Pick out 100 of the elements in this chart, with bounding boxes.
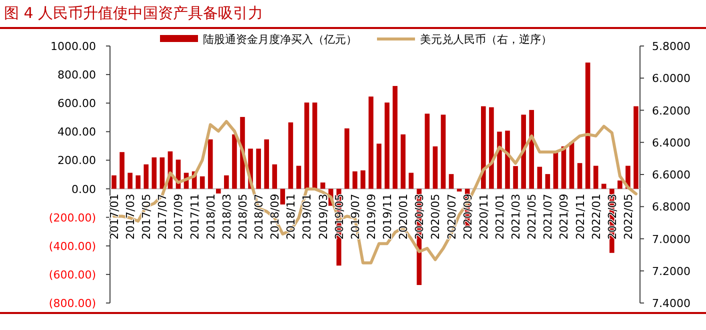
y2-tick-label: 7.0000: [652, 232, 690, 246]
x-tick-label: 2021/05: [526, 194, 539, 240]
chart-title: 图 4 人民币升值使中国资产具备吸引力: [4, 4, 264, 22]
bar: [200, 176, 205, 189]
x-tick-label: 2018/11: [284, 194, 298, 240]
bar: [216, 188, 221, 194]
bar: [224, 175, 229, 189]
y-tick-label: 0.00: [72, 182, 96, 196]
x-tick-label: 2017/05: [140, 194, 154, 240]
x-tick-label: 2020/03: [413, 194, 426, 240]
x-tick-label: 2020/05: [429, 194, 442, 240]
bar: [424, 114, 430, 189]
bar: [136, 175, 141, 189]
x-tick-label: 2020/09: [461, 194, 474, 240]
bar: [208, 139, 213, 189]
bar: [585, 62, 590, 189]
x-tick-label: 2017/03: [124, 194, 138, 240]
bar: [400, 134, 406, 189]
x-tick-label: 2021/03: [510, 194, 523, 240]
bar: [256, 148, 261, 189]
x-tick-label: 2021/01: [493, 194, 506, 240]
bar: [280, 188, 286, 204]
bar: [144, 164, 149, 189]
bar: [408, 172, 414, 189]
bar: [384, 102, 390, 189]
bar: [320, 182, 326, 189]
bar: [521, 114, 526, 189]
y-tick-label: 600.00: [58, 97, 96, 110]
x-tick-label: 2018/03: [220, 194, 234, 240]
bar: [529, 110, 534, 189]
bar: [577, 163, 582, 189]
bar: [232, 134, 237, 189]
bar: [304, 102, 310, 189]
bar: [272, 164, 278, 189]
legend-label: 美元兑人民币（右，逆序）: [420, 33, 552, 46]
bar: [376, 144, 382, 189]
y-tick-label: (200.00): [48, 211, 96, 224]
bar: [312, 102, 318, 189]
x-tick-label: 2017/09: [172, 194, 186, 240]
x-tick-label: 2018/09: [268, 194, 282, 240]
legend-label: 陆股通资金月度净买入（亿元）: [203, 33, 357, 46]
x-tick-label: 2020/01: [397, 194, 410, 240]
y2-tick-label: 6.0000: [652, 72, 690, 86]
bar: [392, 86, 398, 189]
bar: [481, 106, 486, 189]
y2-tick-label: 7.4000: [652, 297, 690, 310]
bar: [352, 171, 358, 189]
bar: [120, 152, 124, 189]
x-tick-label: 2021/11: [574, 194, 587, 240]
x-tick-label: 2019/09: [364, 194, 378, 240]
x-tick-label: 2019/03: [316, 194, 330, 240]
bar: [152, 157, 157, 189]
y-tick-label: 200.00: [58, 154, 96, 168]
bar: [513, 166, 518, 189]
bar: [593, 166, 598, 189]
bar: [553, 152, 558, 189]
bar: [288, 122, 294, 189]
x-tick-label: 2022/03: [606, 194, 619, 240]
bar: [160, 157, 165, 189]
y-tick-label: (600.00): [48, 268, 96, 282]
bar: [505, 130, 510, 189]
x-tick-label: 2019/01: [300, 194, 314, 240]
x-tick-label: 2020/07: [445, 194, 458, 240]
x-tick-label: 2020/11: [477, 194, 490, 240]
y2-tick-label: 6.4000: [652, 136, 690, 150]
bar: [264, 139, 269, 189]
x-tick-label: 2022/05: [622, 194, 635, 240]
x-tick-label: 2017/11: [188, 194, 202, 240]
x-tick-label: 2018/05: [236, 194, 250, 240]
y2-tick-label: 5.8000: [652, 40, 690, 53]
bar: [537, 166, 542, 189]
bar: [497, 132, 502, 189]
bar: [440, 114, 446, 189]
x-tick-label: 2017/07: [156, 194, 170, 240]
bar: [448, 174, 454, 189]
bar: [360, 170, 366, 189]
bar: [368, 96, 374, 189]
y-tick-label: (400.00): [48, 240, 96, 253]
x-tick-label: 2022/01: [590, 194, 603, 240]
bar: [344, 128, 350, 189]
x-tick-label: 2021/07: [542, 194, 555, 240]
y-tick-label: (800.00): [48, 297, 96, 310]
y2-tick-label: 6.2000: [652, 104, 690, 118]
bar: [128, 172, 132, 189]
bar: [296, 166, 302, 189]
x-tick-label: 2021/09: [558, 194, 571, 240]
y-tick-label: 1000.00: [50, 40, 96, 53]
x-tick-label: 2018/01: [204, 194, 218, 240]
bar: [618, 180, 622, 189]
y2-tick-label: 6.6000: [652, 168, 690, 182]
bar: [112, 175, 116, 189]
x-tick-label: 2017/01: [108, 194, 122, 240]
y2-tick-label: 6.8000: [652, 200, 690, 214]
y2-tick-label: 7.2000: [652, 264, 690, 278]
bar: [634, 106, 638, 189]
y-tick-label: 800.00: [58, 68, 96, 82]
bar: [432, 146, 438, 189]
x-tick-label: 2019/05: [332, 194, 346, 240]
bar: [545, 174, 550, 189]
x-tick-label: 2019/11: [381, 194, 394, 240]
